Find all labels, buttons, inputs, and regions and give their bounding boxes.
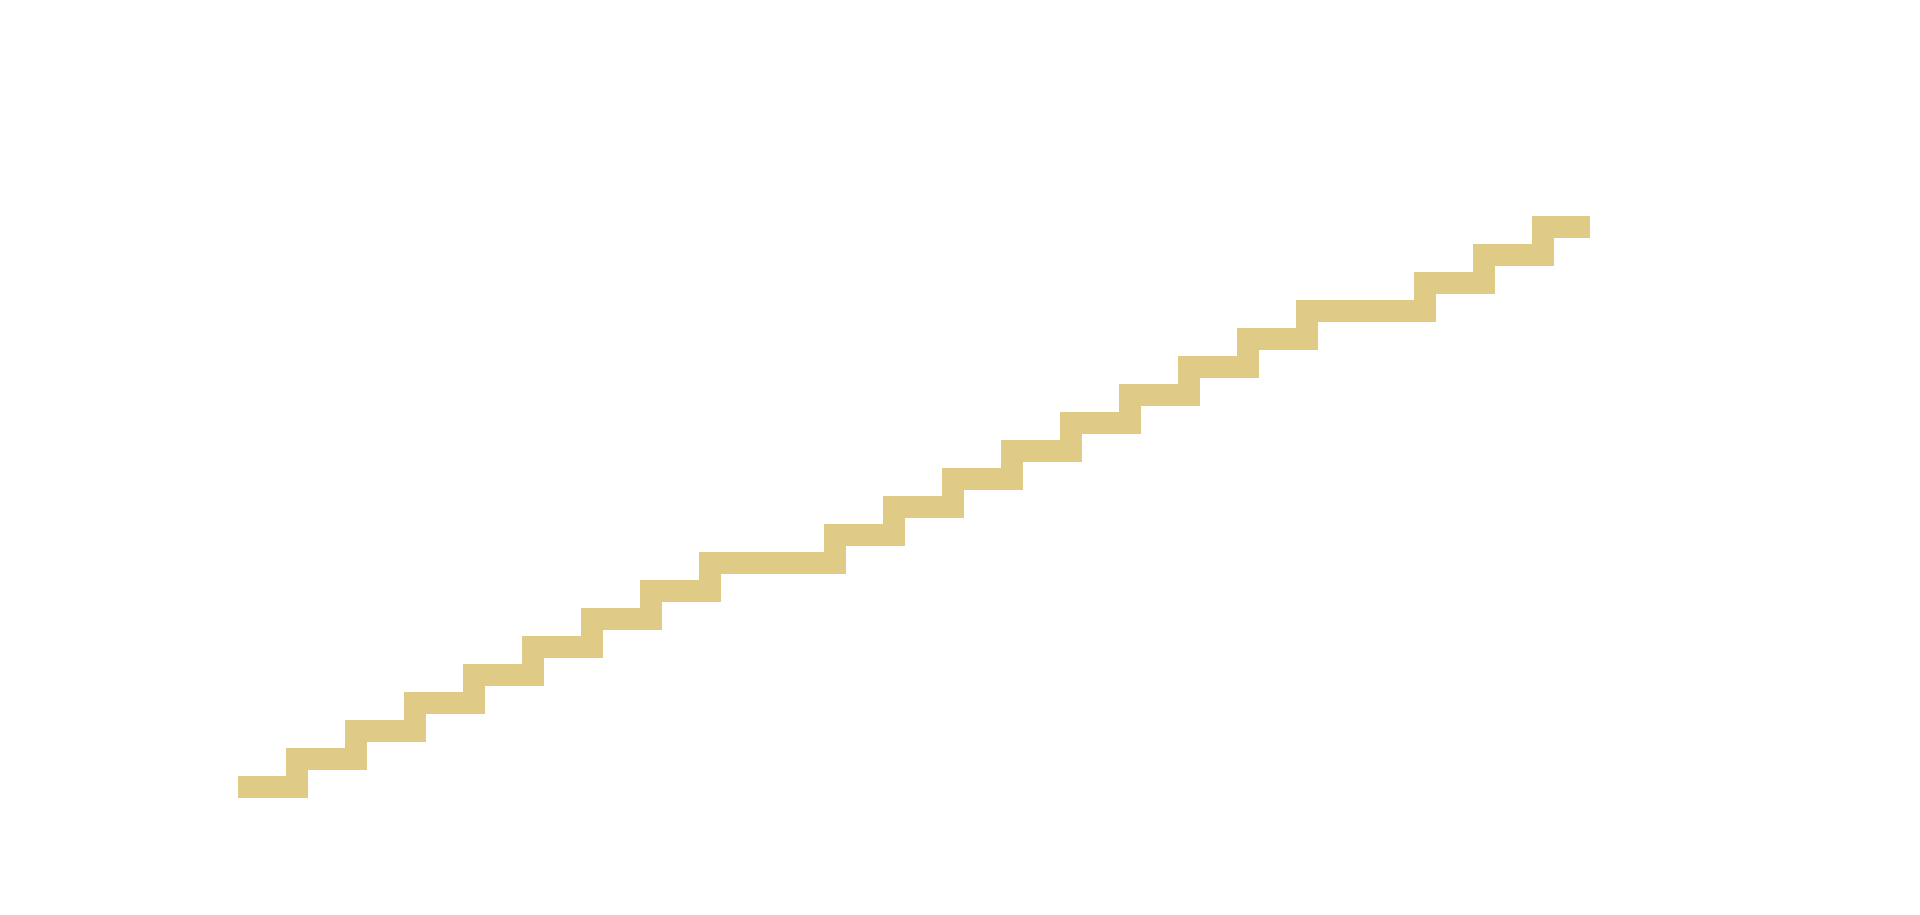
step-line-series-1 — [238, 216, 1590, 798]
